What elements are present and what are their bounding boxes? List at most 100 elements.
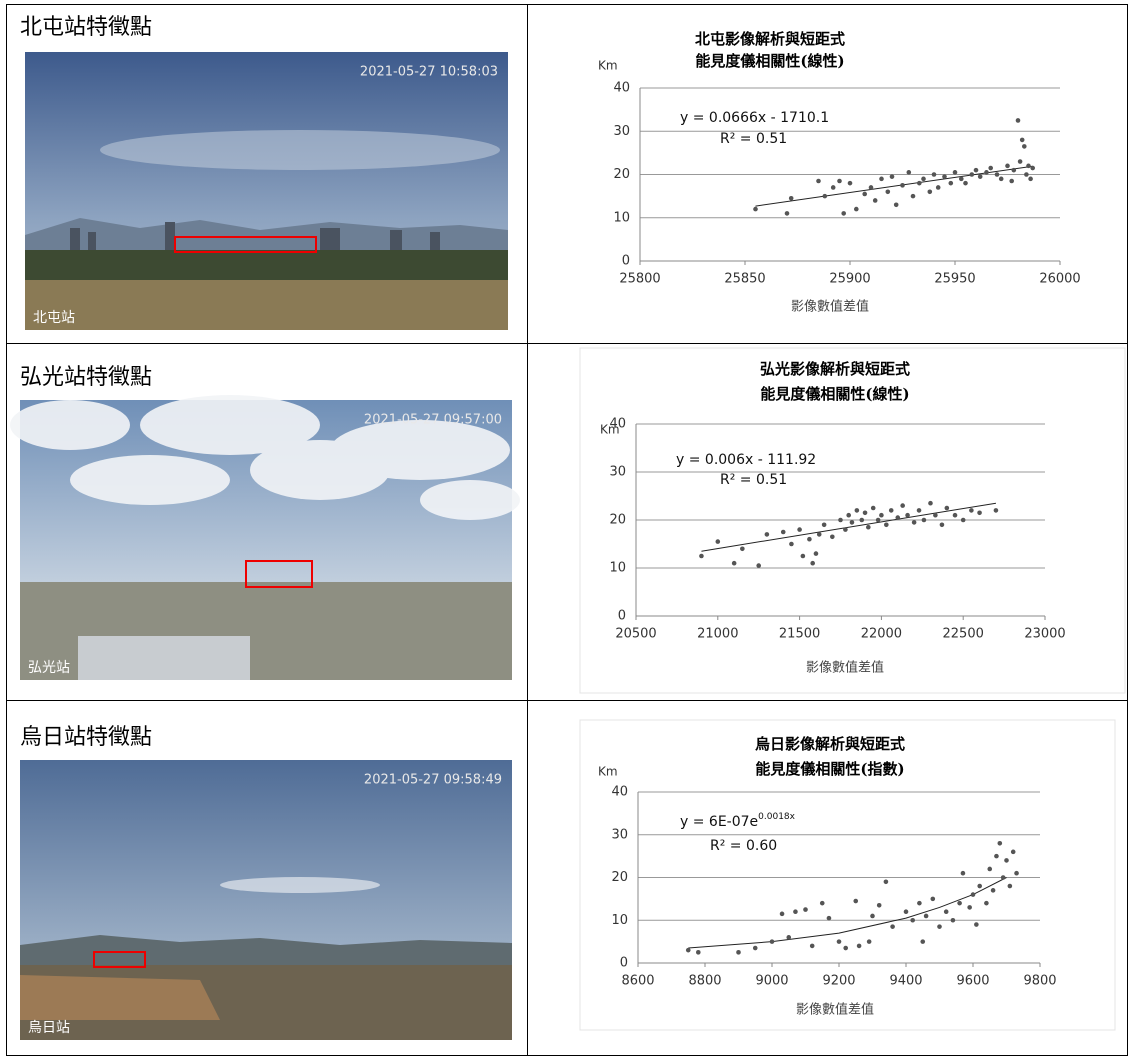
point [819,900,825,906]
point [875,517,881,523]
point [984,170,989,175]
equation-text: y = 0.006x - 111.92 [676,452,816,468]
point [696,950,701,955]
equation-exponent: 0.0018x [758,812,795,822]
point [895,515,901,520]
x-tick-label: 21000 [697,627,738,642]
point [784,211,790,216]
x-axis-label: 影像數值差值 [806,660,884,676]
equation: y = 6E-07e0.0018x [680,812,796,831]
timestamp: 2021-05-27 09:58:49 [364,773,502,788]
point [931,172,937,177]
point [715,539,721,544]
point [807,536,812,542]
point [977,883,982,889]
point [862,191,867,197]
station-label: 烏日站 [28,1019,70,1036]
station-label: 弘光站 [28,660,70,676]
point [836,939,842,944]
x-tick-label: 21500 [779,627,820,642]
point [950,917,956,923]
chart-title: 弘光影像解析與短距式 [760,360,910,378]
x-tick-label: 25950 [934,272,975,287]
x-tick-label: 26000 [1039,272,1080,287]
x-axis-label: 影像數值差值 [791,299,869,315]
point [1024,172,1029,177]
x-tick-label: 8800 [688,974,721,989]
point [1017,159,1023,164]
point [1004,858,1009,863]
chart-title: 能見度儀相關性(線性) [760,385,909,403]
point [933,512,938,518]
point [779,911,785,917]
y-axis-label: Km [600,423,620,437]
point [960,517,966,523]
point [752,945,758,951]
point [816,178,821,184]
photo [10,395,520,680]
y-tick-label: 10 [613,210,630,225]
r-squared: R² = 0.51 [720,131,787,147]
point [854,206,859,212]
point [843,945,848,951]
x-tick-label: 23000 [1024,627,1065,642]
point [927,189,933,195]
point [788,195,794,201]
point [942,174,947,179]
point [917,900,922,906]
point [810,560,815,566]
point [826,915,832,921]
point [903,909,909,914]
point [888,508,894,513]
point [974,922,979,927]
point [800,553,806,559]
point [885,189,891,195]
x-tick-label: 20500 [615,627,656,642]
y-tick-label: 30 [609,465,626,480]
y-tick-label: 10 [609,561,626,576]
point [920,939,926,944]
point [830,534,835,540]
y-tick-label: 20 [613,167,630,182]
point [837,178,842,184]
point [900,503,905,508]
x-tick-label: 25800 [619,272,660,287]
point [847,180,853,186]
point [830,185,836,190]
x-tick-label: 9400 [889,974,922,989]
point [879,176,884,182]
point [866,524,871,530]
point [879,512,884,518]
point [984,900,989,906]
point [910,193,916,199]
chart-title: 能見度儀相關性(指數) [755,760,904,778]
point [1011,167,1017,173]
x-tick-label: 25850 [724,272,765,287]
equation-text: y = 6E-07e [680,814,758,830]
point [821,522,827,528]
point [1022,144,1027,149]
point [1030,165,1035,171]
point [859,517,865,523]
point [1000,875,1006,880]
point [988,165,993,171]
point [849,520,855,525]
trendline [701,502,997,552]
point [1026,163,1031,169]
point [963,180,968,186]
timestamp: 2021-05-27 09:57:00 [364,413,502,428]
point [841,211,846,216]
point [952,512,958,518]
x-tick-label: 9600 [956,974,989,989]
point [890,924,895,929]
y-tick-label: 40 [613,81,630,96]
point [685,947,691,953]
x-tick-label: 9000 [755,974,788,989]
y-tick-label: 0 [622,254,630,269]
y-tick-label: 30 [613,124,630,139]
point [868,185,874,190]
r-squared: R² = 0.51 [720,472,787,488]
point [870,505,876,511]
point [917,180,922,186]
